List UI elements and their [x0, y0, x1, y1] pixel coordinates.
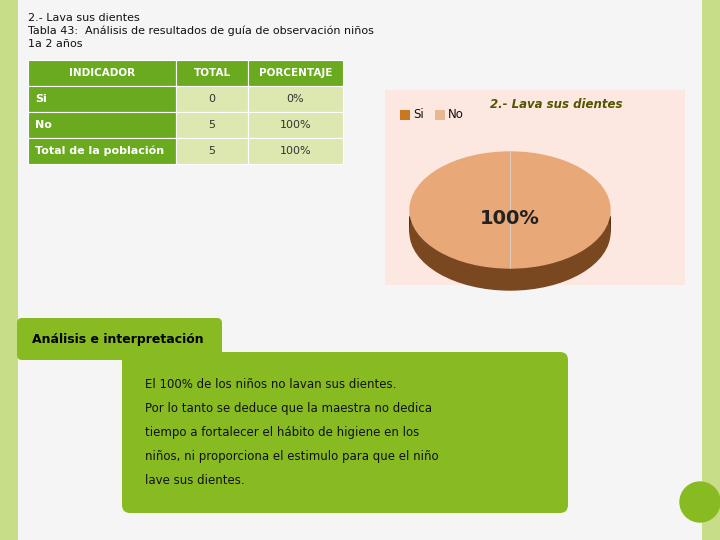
FancyBboxPatch shape: [176, 138, 248, 164]
Text: 100%: 100%: [279, 120, 311, 130]
Text: Total de la población: Total de la población: [35, 146, 164, 156]
Text: INDICADOR: INDICADOR: [69, 68, 135, 78]
Ellipse shape: [410, 163, 610, 279]
FancyBboxPatch shape: [176, 86, 248, 112]
Ellipse shape: [410, 167, 610, 283]
Text: 5: 5: [209, 146, 215, 156]
FancyBboxPatch shape: [28, 138, 176, 164]
Text: 2.- Lava sus dientes: 2.- Lava sus dientes: [28, 13, 140, 23]
Text: niños, ni proporciona el estimulo para que el niño: niños, ni proporciona el estimulo para q…: [145, 450, 438, 463]
Ellipse shape: [410, 166, 610, 282]
Circle shape: [680, 482, 720, 522]
Ellipse shape: [410, 168, 610, 285]
Ellipse shape: [410, 168, 610, 284]
Ellipse shape: [410, 168, 610, 284]
Ellipse shape: [410, 164, 610, 280]
Text: No: No: [35, 120, 52, 130]
Ellipse shape: [410, 166, 610, 282]
FancyBboxPatch shape: [435, 110, 445, 120]
Ellipse shape: [410, 167, 610, 284]
Text: 1a 2 años: 1a 2 años: [28, 39, 83, 49]
Ellipse shape: [410, 164, 610, 280]
FancyBboxPatch shape: [28, 112, 176, 138]
FancyBboxPatch shape: [176, 112, 248, 138]
Text: 100%: 100%: [279, 146, 311, 156]
Text: 0: 0: [209, 94, 215, 104]
Text: Análisis e interpretación: Análisis e interpretación: [32, 333, 204, 346]
Ellipse shape: [410, 174, 610, 290]
FancyBboxPatch shape: [0, 0, 18, 540]
Ellipse shape: [410, 152, 610, 268]
FancyBboxPatch shape: [28, 86, 176, 112]
Ellipse shape: [410, 164, 610, 280]
FancyBboxPatch shape: [400, 110, 410, 120]
Ellipse shape: [410, 170, 610, 285]
Text: TOTAL: TOTAL: [194, 68, 230, 78]
Text: 2.- Lava sus dientes: 2.- Lava sus dientes: [490, 98, 623, 111]
Text: lave sus dientes.: lave sus dientes.: [145, 474, 245, 487]
Ellipse shape: [410, 167, 610, 283]
Ellipse shape: [410, 165, 610, 281]
Ellipse shape: [410, 165, 610, 281]
Text: PORCENTAJE: PORCENTAJE: [258, 68, 332, 78]
FancyBboxPatch shape: [176, 60, 248, 86]
Text: No: No: [448, 109, 464, 122]
FancyBboxPatch shape: [248, 112, 343, 138]
Text: Si: Si: [35, 94, 47, 104]
Ellipse shape: [410, 170, 610, 286]
Text: El 100% de los niños no lavan sus dientes.: El 100% de los niños no lavan sus diente…: [145, 378, 397, 391]
Text: Por lo tanto se deduce que la maestra no dedica: Por lo tanto se deduce que la maestra no…: [145, 402, 432, 415]
Text: Si: Si: [413, 109, 424, 122]
FancyBboxPatch shape: [702, 0, 720, 540]
Text: Tabla 43:  Análisis de resultados de guía de observación niños: Tabla 43: Análisis de resultados de guía…: [28, 26, 374, 37]
FancyBboxPatch shape: [248, 60, 343, 86]
Ellipse shape: [410, 165, 610, 281]
Text: tiempo a fortalecer el hábito de higiene en los: tiempo a fortalecer el hábito de higiene…: [145, 426, 419, 439]
FancyBboxPatch shape: [248, 86, 343, 112]
Ellipse shape: [410, 168, 610, 285]
FancyBboxPatch shape: [248, 138, 343, 164]
Text: 5: 5: [209, 120, 215, 130]
FancyBboxPatch shape: [28, 60, 176, 86]
Text: 100%: 100%: [480, 208, 540, 227]
Ellipse shape: [410, 165, 610, 280]
Ellipse shape: [410, 169, 610, 285]
Text: 0%: 0%: [287, 94, 305, 104]
FancyBboxPatch shape: [122, 352, 568, 513]
FancyBboxPatch shape: [385, 90, 685, 285]
Ellipse shape: [410, 167, 610, 282]
FancyBboxPatch shape: [17, 318, 222, 360]
Ellipse shape: [410, 166, 610, 282]
